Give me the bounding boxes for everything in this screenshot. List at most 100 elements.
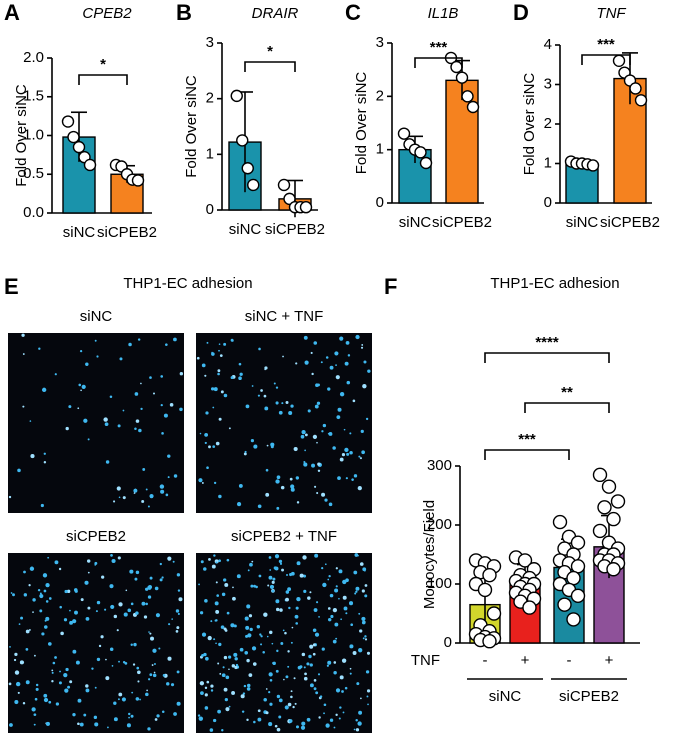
cell-dot [364,638,368,641]
cell-dot [206,341,209,344]
cell-dot [314,485,317,488]
cell-dot [358,455,361,458]
data-point [450,60,463,74]
data-point [610,494,626,509]
cell-dot [234,665,238,670]
cell-dot [167,656,172,661]
cell-dot [210,387,215,391]
significance-bracket [524,402,610,413]
cell-dot [59,605,62,609]
cell-dot [60,631,64,636]
cell-dot [244,450,247,453]
cell-dot [215,581,218,584]
cell-dot [366,695,369,698]
cell-dot [72,712,76,717]
cell-dot [204,693,208,697]
cell-dot [43,461,47,464]
cell-dot [290,404,294,408]
cell-dot [118,496,121,499]
cell-dot [245,625,250,630]
x-tick-label: siCPEB2 [600,214,660,231]
cell-dot [200,560,204,564]
cell-dot [154,586,159,591]
cell-dot [343,606,348,611]
cell-dot [328,575,331,578]
cell-dot [303,666,306,669]
cell-dot [251,646,257,651]
cell-dot [295,606,299,610]
cell-dot [151,664,154,666]
data-point [482,567,497,583]
cell-dot [220,625,225,629]
cell-dot [287,665,290,668]
cell-dot [333,726,336,729]
cell-dot [91,667,94,670]
cell-dot [278,410,283,415]
cell-dot [290,690,293,693]
cell-dot [300,434,305,439]
cell-dot [51,680,54,683]
cell-dot [283,678,285,681]
cell-dot [222,666,225,669]
cell-dot [64,589,68,594]
y-tick-label: 1 [206,145,214,162]
cell-dot [163,413,168,418]
cell-dot [361,616,366,621]
cell-dot [339,392,345,397]
cell-dot [198,583,200,586]
cell-dot [85,684,89,688]
chart-title: TNF [596,5,626,22]
cell-dot [304,672,307,676]
cell-dot [105,676,110,681]
cell-dot [246,718,249,722]
y-tick-label: 4 [544,36,552,53]
cell-dot [289,477,293,481]
significance-label: *** [597,36,615,53]
cell-dot [317,673,321,676]
y-tick-label: 2.0 [23,49,44,66]
cell-dot [80,598,84,602]
cell-dot [203,567,207,571]
cell-dot [296,596,301,602]
cell-dot [355,586,360,591]
cell-dot [104,608,107,611]
cell-dot [302,555,307,560]
cell-dot [105,658,107,661]
cell-dot [357,721,362,726]
cell-dot [276,727,281,732]
cell-dot [303,676,308,681]
cell-dot [282,629,285,632]
cell-dot [223,655,228,660]
cell-dot [238,376,242,380]
cell-dot [268,575,273,580]
chart-title: DRAIR [252,5,299,22]
cell-dot [110,604,115,609]
cell-dot [325,723,330,728]
cell-dot [288,606,291,610]
cell-dot [137,680,140,683]
cell-dot [339,457,344,462]
cell-dot [208,557,211,561]
data-point [486,606,502,621]
cell-dot [85,362,89,366]
cell-dot [285,401,289,405]
cell-dot [249,627,253,632]
cell-dot [161,576,164,579]
cell-dot [130,643,133,646]
cell-dot [196,356,200,360]
cell-dot [272,577,276,581]
cell-dot [176,573,181,577]
cell-dot [317,469,321,473]
cell-dot [339,675,344,680]
cell-dot [276,694,281,699]
cell-dot [35,683,39,687]
data-point [552,514,568,530]
cell-dot [213,387,218,392]
cell-dot [134,392,139,396]
cell-dot [35,687,39,691]
cell-dot [52,661,56,665]
cell-dot [346,380,351,385]
cell-dot [257,717,262,722]
cell-dot [236,501,242,507]
x-tick-label: siCPEB2 [432,214,492,231]
